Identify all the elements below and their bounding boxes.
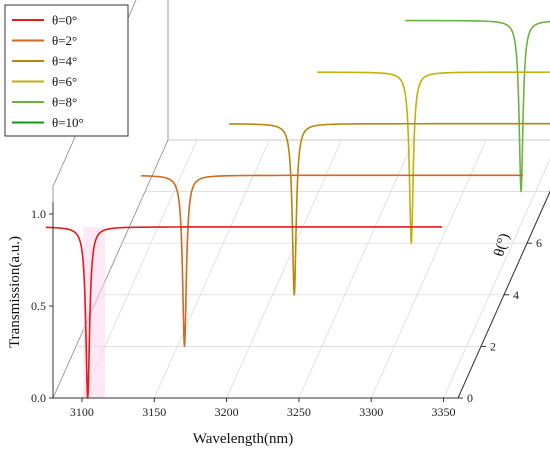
theta-tick-label: 4 (513, 288, 519, 302)
legend: θ=0° θ=2° θ=4° θ=6° θ=8° θ=10° (4, 4, 129, 137)
series-line (405, 19, 550, 193)
grid-line-x (298, 139, 415, 399)
x-tick-label: 3200 (215, 405, 239, 419)
legend-label: θ=8° (52, 95, 77, 110)
x-tick-label: 3100 (70, 405, 94, 419)
z-axis-title: θ(°) (491, 232, 512, 259)
chart-box-front (49, 190, 550, 402)
x-tick-label: 3350 (432, 405, 456, 419)
series-line (317, 71, 550, 244)
legend-label: θ=0° (52, 13, 77, 28)
theta-tick-label: 0 (467, 391, 473, 405)
grid-line-x (226, 139, 342, 399)
grid-line-x (370, 139, 487, 399)
series-line (229, 122, 550, 296)
series-line (141, 174, 523, 348)
y-tick-label: 0.0 (31, 391, 46, 405)
legend-label: θ=4° (52, 54, 77, 69)
grid-line-x (153, 139, 270, 399)
y-tick-label: 0.5 (31, 299, 46, 313)
legend-label: θ=10° (52, 115, 84, 130)
legend-label: θ=6° (52, 74, 77, 89)
x-tick-label: 3150 (142, 405, 166, 419)
legend-label: θ=2° (52, 33, 77, 48)
z-axis-line (457, 190, 550, 399)
theta-tick-label: 6 (536, 236, 542, 250)
theta-tick-label: 2 (490, 339, 496, 353)
y-axis-title: Transmission(a.u.) (7, 236, 23, 348)
x-tick-label: 3250 (287, 405, 311, 419)
series-line (45, 226, 443, 399)
series-layer (45, 19, 550, 399)
grid-line-x (443, 158, 550, 399)
legend-box (4, 4, 129, 137)
x-tick-label: 3300 (359, 405, 383, 419)
x-axis-title: Wavelength(nm) (193, 431, 293, 447)
y-tick-label: 1.0 (31, 207, 46, 221)
